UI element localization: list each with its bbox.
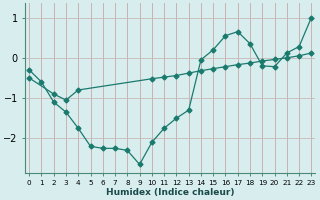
X-axis label: Humidex (Indice chaleur): Humidex (Indice chaleur) — [106, 188, 235, 197]
